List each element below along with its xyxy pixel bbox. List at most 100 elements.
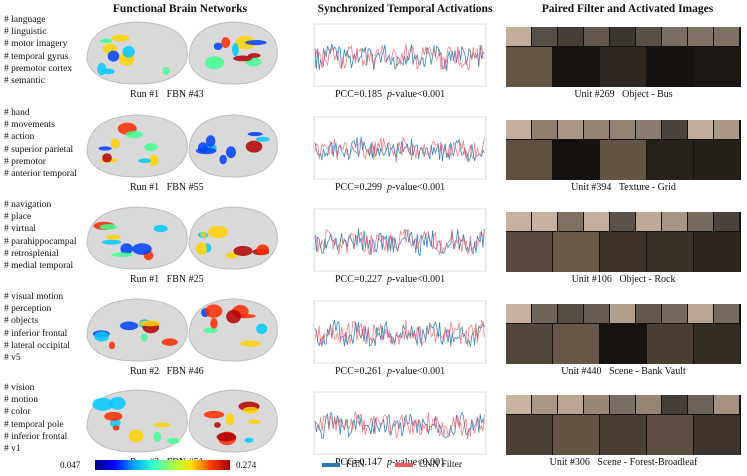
brain-lateral-left [86, 21, 188, 85]
activated-image [714, 27, 739, 46]
legend-fbn: FBN [322, 460, 364, 470]
activated-image [584, 304, 609, 323]
network-tag: # motion [4, 395, 39, 406]
fbn-trace [314, 136, 485, 164]
cnn-trace [314, 137, 485, 163]
fbn-trace [314, 319, 485, 347]
activated-image [688, 120, 713, 139]
network-tag: # parahippocampal [4, 236, 77, 247]
activated-image [662, 212, 687, 231]
activated-image [610, 304, 635, 323]
activated-image [506, 27, 531, 46]
network-tag: # action [4, 132, 35, 143]
p-symbol: p [387, 89, 393, 100]
legend-fbn-swatch [322, 462, 340, 467]
network-tag: # v1 [4, 444, 21, 455]
brain-lateral-right [188, 114, 278, 178]
pcc-value: PCC=0.299 [335, 182, 383, 193]
network-tag: # premotor [4, 156, 46, 167]
activated-image [714, 212, 739, 231]
network-tag: # inferior frontal [4, 431, 68, 442]
p-value: -value<0.001 [392, 182, 446, 193]
activated-image [506, 304, 531, 323]
activated-image [688, 212, 713, 231]
network-tag: # visual motion [4, 292, 64, 302]
brain-lateral-right [188, 21, 278, 85]
network-tags: # language # linguistic # motor imagery # t… [4, 14, 72, 87]
activated-image [662, 27, 687, 46]
activation-timeseries [300, 23, 490, 91]
unit-category: Scene - Forest-Broadleaf [597, 457, 698, 468]
unit-category: Scene - Bank Vault [609, 366, 686, 377]
filter-visualization [553, 324, 599, 364]
unit-caption: Unit #394 Texture - Grid [506, 182, 741, 193]
legend-cnn: CNN Filter [395, 460, 462, 470]
activated-image [714, 304, 739, 323]
network-tags: # hand # movements # action # superior pari… [4, 107, 77, 180]
fbn-label: FBN #46 [166, 366, 204, 377]
network-tag: # temporal gyrus [4, 51, 69, 62]
p-symbol: p [387, 366, 393, 377]
network-tag: # v5 [4, 353, 21, 364]
activated-image [584, 395, 609, 414]
run-fbn-caption: Run #1 FBN #55 [130, 182, 204, 193]
activated-images-grid [506, 120, 741, 180]
network-tag: # temporal pole [4, 419, 64, 430]
activated-image [506, 212, 531, 231]
run-fbn-caption: Run #1 FBN #43 [130, 89, 204, 100]
cnn-trace [314, 319, 485, 347]
p-value: -value<0.001 [392, 89, 446, 100]
filter-visualization [553, 47, 599, 87]
activated-image [610, 395, 635, 414]
pcc-value: PCC=0.185 [335, 89, 383, 100]
network-tag: # vision [4, 383, 35, 393]
network-tags: # navigation # place # virtual # parahippoc… [4, 199, 77, 272]
filter-visualization [553, 232, 599, 272]
activated-images-grid [506, 304, 741, 364]
pcc-caption: PCC=0.185 p-value<0.001 [335, 89, 445, 100]
filter-visualization [600, 415, 646, 455]
pcc-caption: PCC=0.227 p-value<0.001 [335, 274, 445, 285]
filter-visualization [647, 232, 693, 272]
fbn-trace [314, 228, 485, 257]
p-symbol: p [387, 457, 393, 468]
filter-visualization [647, 415, 693, 455]
network-tag: # medial temporal [4, 261, 74, 272]
brain-lateral-left [86, 114, 188, 178]
filter-visualization [600, 140, 646, 180]
title-filter-images: Paired Filter and Activated Images [541, 3, 714, 15]
activation-timeseries [300, 300, 490, 368]
network-tag: # hand [4, 108, 30, 118]
p-value: -value<0.001 [392, 366, 446, 377]
run-fbn-caption: Run #1 FBN #25 [130, 274, 204, 285]
p-symbol: p [387, 274, 393, 285]
activated-image [688, 395, 713, 414]
network-tag: # semantic [4, 76, 45, 87]
network-tag: # premotor cortex [4, 63, 73, 74]
unit-category: Texture - Grid [618, 182, 676, 193]
activated-image [688, 27, 713, 46]
activated-images-grid [506, 27, 741, 87]
filter-visualization [600, 232, 646, 272]
network-tag: # anterior temporal [4, 169, 77, 180]
pcc-caption: PCC=0.261 p-value<0.001 [335, 366, 445, 377]
activation-timeseries [300, 208, 490, 276]
unit-label: Unit #269 [574, 89, 615, 100]
legend-cnn-label: CNN Filter [419, 460, 463, 470]
activated-image [636, 212, 661, 231]
p-value: -value<0.001 [392, 457, 446, 468]
activated-image [584, 120, 609, 139]
activated-image [662, 395, 687, 414]
network-tag: # perception [4, 304, 52, 315]
network-tag: # navigation [4, 200, 52, 210]
activated-image [506, 120, 531, 139]
activated-image [558, 27, 583, 46]
filter-visualization [694, 47, 740, 87]
filter-visualization [694, 232, 740, 272]
filter-visualization [506, 415, 552, 455]
activated-image [688, 304, 713, 323]
unit-caption: Unit #440 Scene - Bank Vault [506, 366, 741, 377]
filter-visualization [506, 232, 552, 272]
p-symbol: p [387, 182, 393, 193]
brain-maps [85, 19, 285, 89]
